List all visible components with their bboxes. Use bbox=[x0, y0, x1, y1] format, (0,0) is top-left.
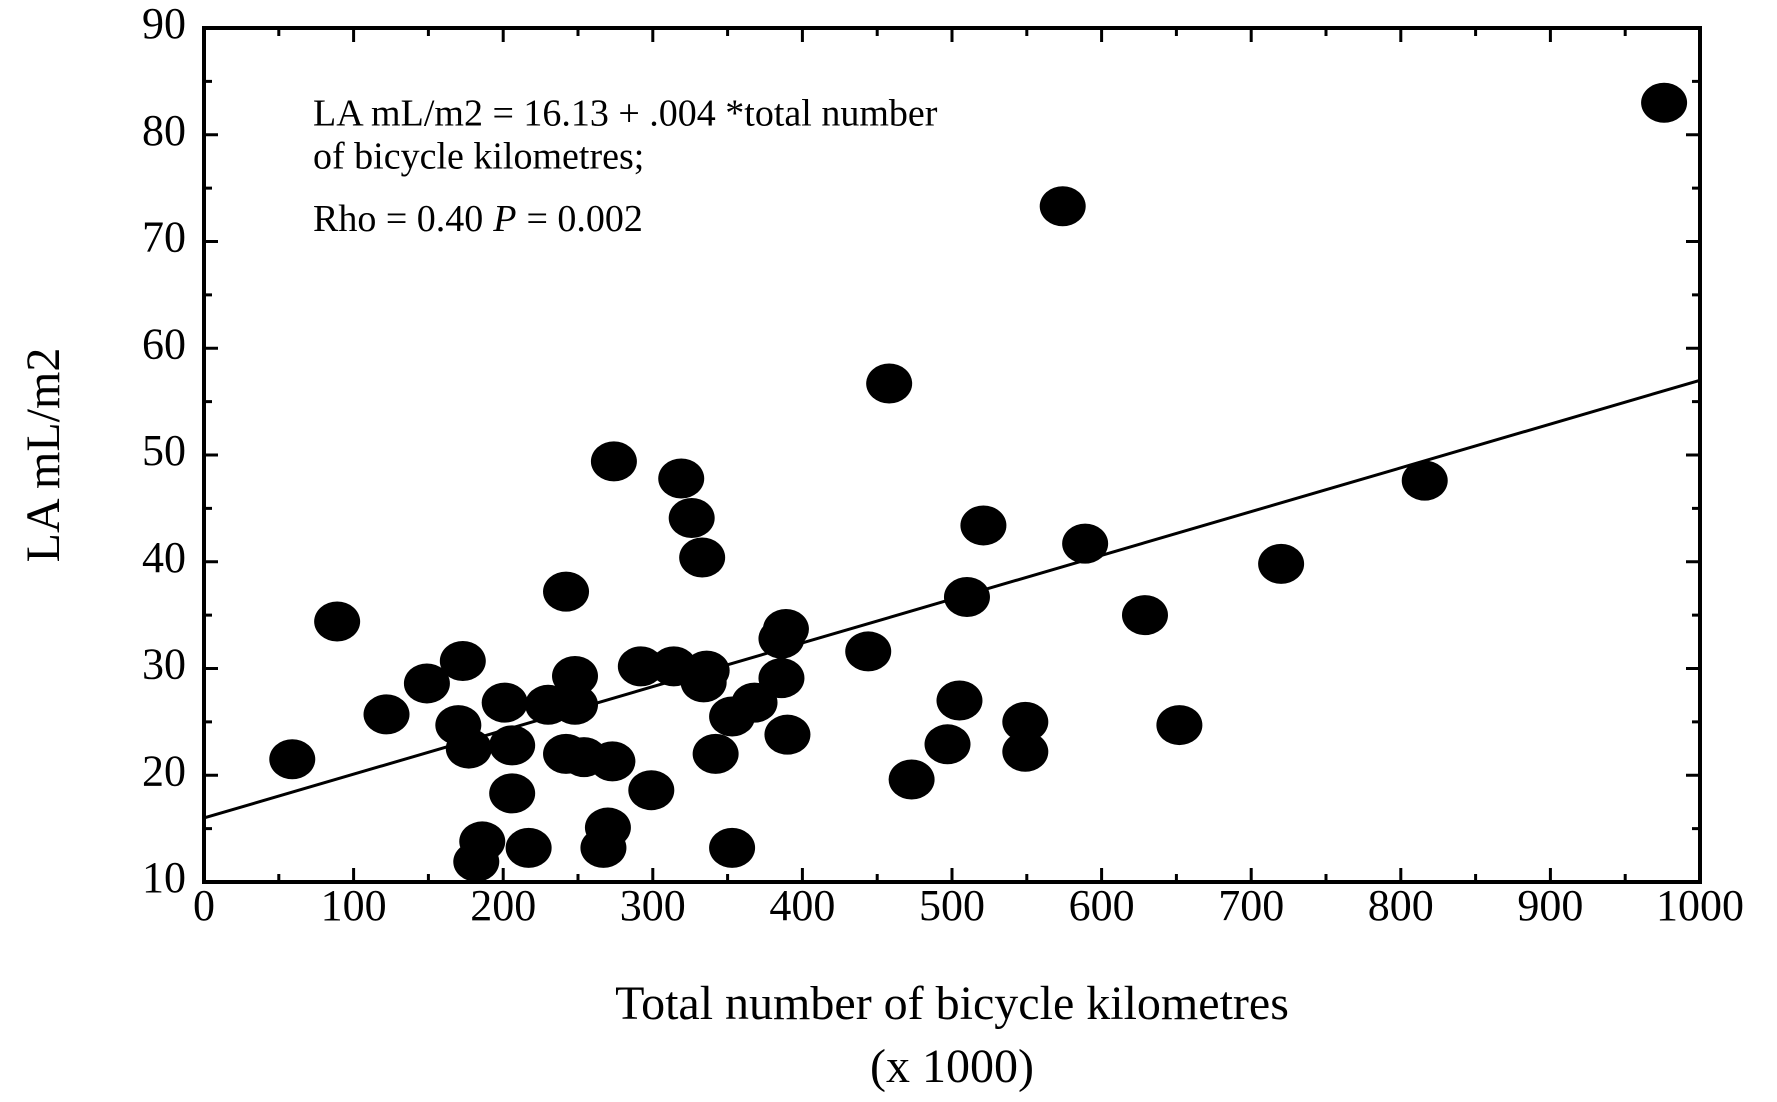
point bbox=[680, 662, 727, 703]
point bbox=[489, 773, 536, 814]
point bbox=[543, 571, 590, 612]
point bbox=[617, 646, 664, 687]
point bbox=[552, 655, 599, 696]
annotation: Rho = 0.40 P = 0.002 bbox=[313, 198, 643, 240]
point bbox=[1062, 523, 1109, 564]
y-tick-label: 70 bbox=[142, 213, 186, 262]
annotation: of bicycle kilometres; bbox=[313, 136, 644, 178]
annotation: LA mL/m2 = 16.13 + .004 *total number bbox=[313, 93, 938, 135]
point bbox=[1121, 595, 1168, 636]
y-tick-label: 50 bbox=[142, 426, 186, 475]
point bbox=[489, 725, 536, 766]
point bbox=[924, 724, 971, 765]
point bbox=[1641, 82, 1688, 123]
point bbox=[936, 680, 983, 721]
x-tick-label: 1000 bbox=[1656, 881, 1744, 930]
point bbox=[628, 770, 675, 811]
y-tick-label: 20 bbox=[142, 746, 186, 795]
point bbox=[758, 658, 805, 699]
x-tick-label: 900 bbox=[1517, 881, 1583, 930]
y-tick-label: 40 bbox=[142, 533, 186, 582]
point bbox=[1002, 731, 1049, 772]
point bbox=[692, 733, 739, 774]
x-tick-label: 500 bbox=[919, 881, 985, 930]
point bbox=[552, 684, 599, 725]
y-tick-label: 30 bbox=[142, 640, 186, 689]
point bbox=[764, 714, 811, 755]
point bbox=[403, 663, 450, 704]
point bbox=[888, 759, 935, 800]
point bbox=[1002, 701, 1049, 742]
point bbox=[758, 618, 805, 659]
y-tick-label: 80 bbox=[142, 106, 186, 155]
point bbox=[960, 505, 1007, 546]
point bbox=[1156, 705, 1203, 746]
point bbox=[445, 728, 492, 769]
point bbox=[1039, 186, 1086, 227]
point bbox=[709, 827, 756, 868]
x-tick-label: 100 bbox=[321, 881, 387, 930]
point bbox=[943, 576, 990, 617]
point bbox=[679, 537, 726, 578]
point bbox=[459, 821, 506, 862]
x-tick-label: 200 bbox=[470, 881, 536, 930]
point bbox=[668, 497, 715, 538]
point bbox=[1258, 543, 1305, 584]
x-tick-label: 0 bbox=[193, 881, 215, 930]
point bbox=[363, 694, 410, 735]
point bbox=[269, 739, 316, 780]
x-tick-label: 600 bbox=[1069, 881, 1135, 930]
x-tick-label: 700 bbox=[1218, 881, 1284, 930]
point bbox=[589, 741, 636, 782]
y-tick-label: 60 bbox=[142, 319, 186, 368]
point bbox=[580, 827, 627, 868]
point bbox=[481, 682, 528, 723]
point bbox=[866, 363, 913, 404]
point bbox=[505, 827, 552, 868]
x-axis-title: (x 1000) bbox=[870, 1040, 1034, 1093]
x-tick-label: 800 bbox=[1368, 881, 1434, 930]
y-axis-title: LA mL/m2 bbox=[17, 348, 70, 563]
point bbox=[439, 641, 486, 682]
x-tick-label: 300 bbox=[620, 881, 686, 930]
point bbox=[314, 601, 361, 642]
point bbox=[845, 631, 892, 672]
x-axis-title: Total number of bicycle kilometres bbox=[615, 977, 1289, 1030]
point bbox=[1401, 460, 1448, 501]
y-tick-label: 90 bbox=[142, 0, 186, 48]
point bbox=[658, 458, 705, 499]
y-tick-label: 10 bbox=[142, 853, 186, 902]
point bbox=[590, 441, 637, 482]
x-tick-label: 400 bbox=[769, 881, 835, 930]
